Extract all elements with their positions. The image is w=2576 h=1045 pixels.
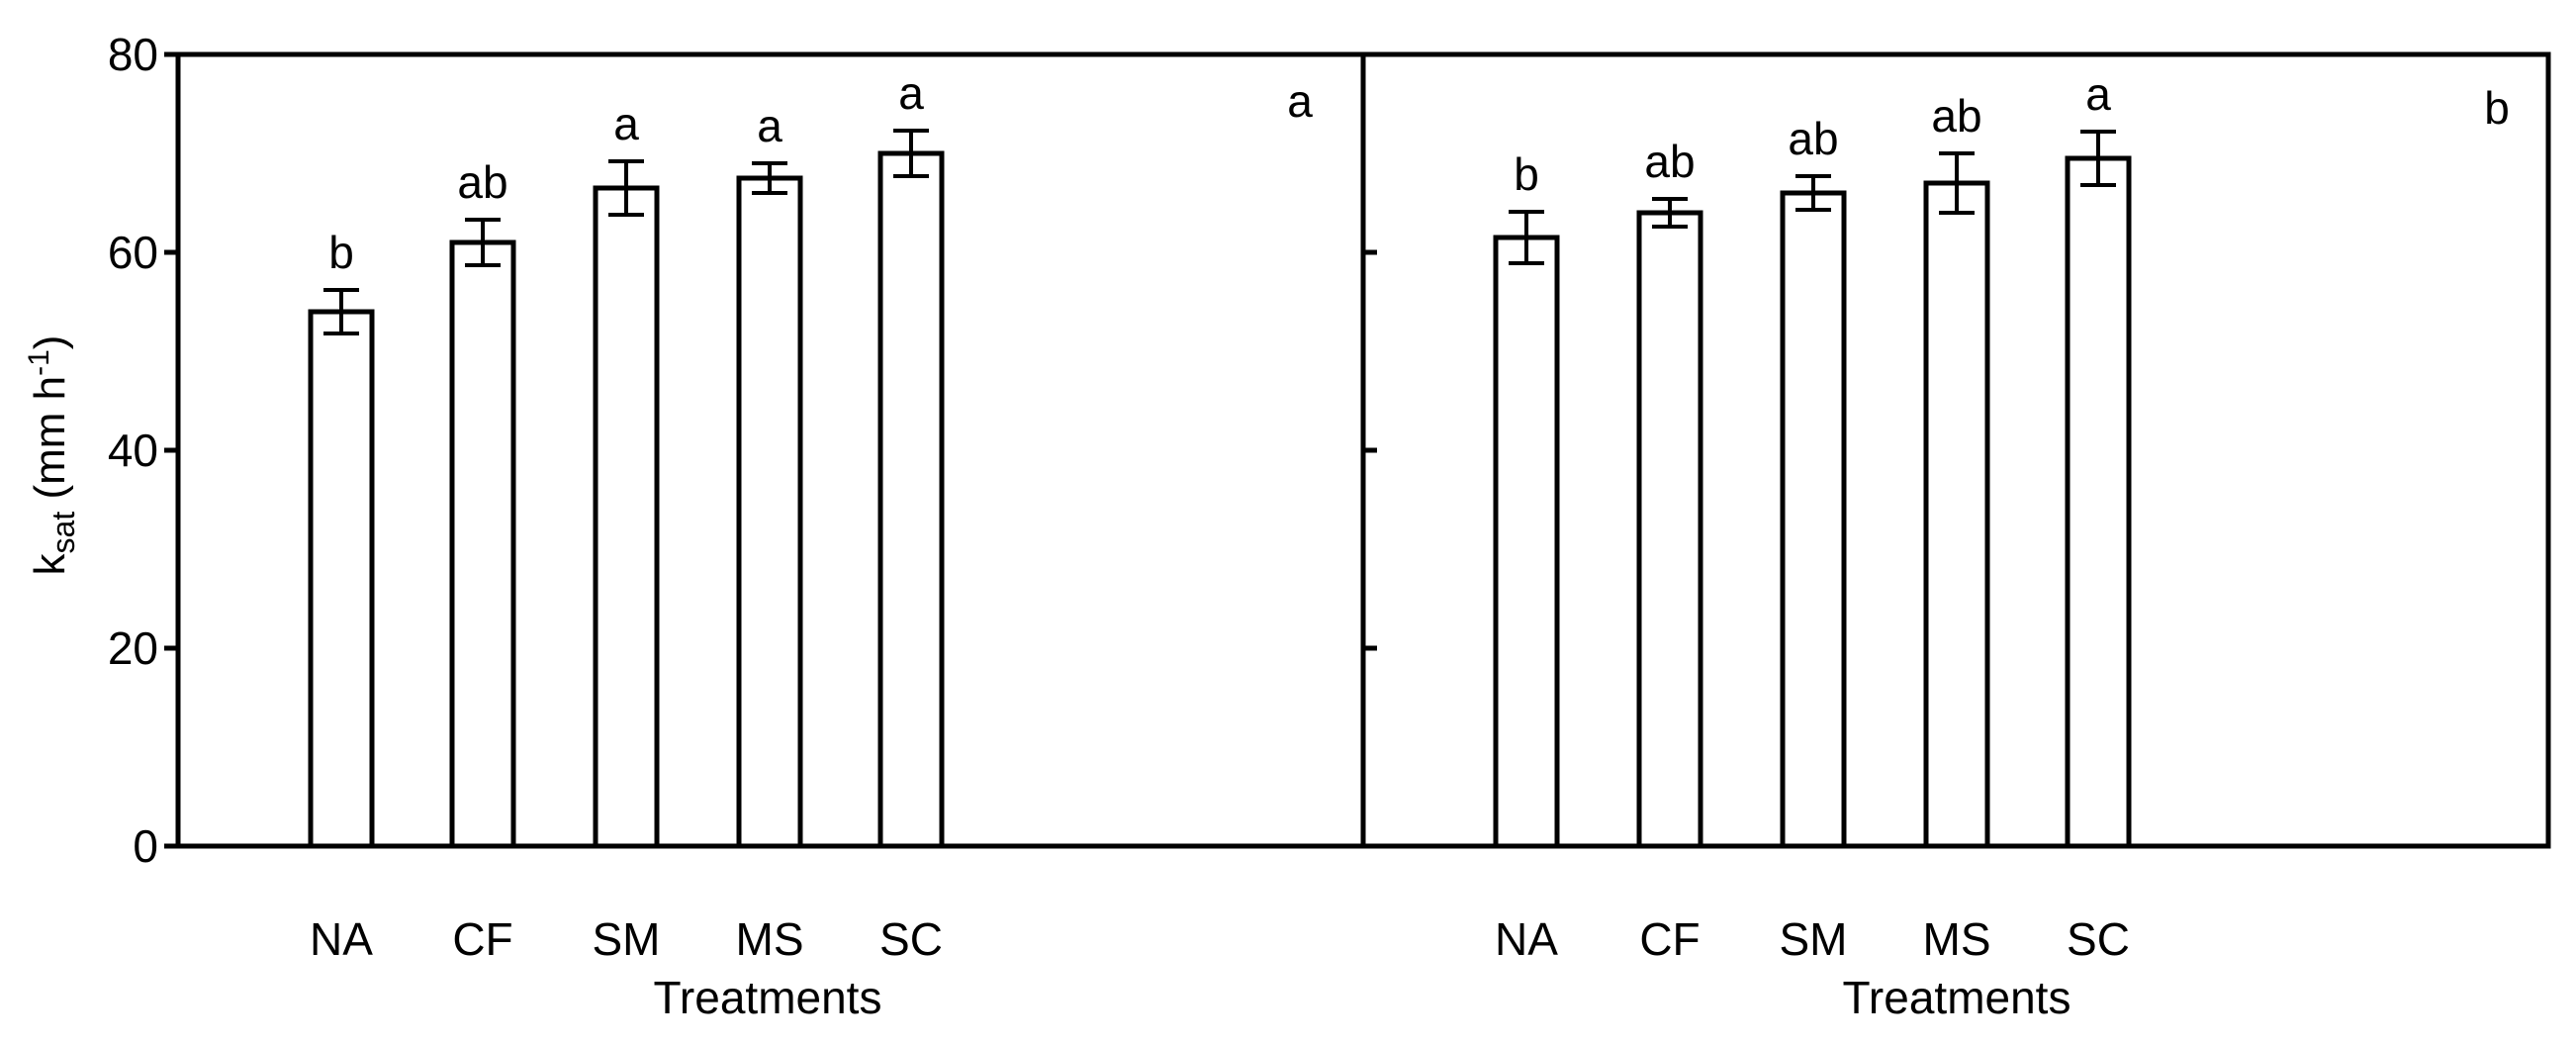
significance-letter: a: [2085, 68, 2111, 120]
x-tick-label: SM: [593, 913, 661, 965]
panel-right: b ab ab ab a NA CF SM MS SC b Treatments: [1360, 51, 2551, 1023]
x-tick-labels-right: NA CF SM MS SC: [1495, 913, 2130, 965]
bar: [1493, 235, 1560, 849]
bar: [1780, 190, 1847, 849]
bar: [449, 239, 516, 849]
significance-letter: b: [328, 227, 354, 278]
y-tick-label: 80: [108, 29, 158, 80]
significance-letter: a: [613, 98, 639, 149]
y-tick-label: 20: [108, 622, 158, 674]
x-tick-label: MS: [736, 913, 804, 965]
bar: [736, 175, 803, 849]
panel-left: 0 20 40 60 80 b ab a a a NA CF SM MS SC a Treatments: [108, 29, 1366, 1023]
significance-letter: ab: [1931, 90, 1981, 142]
y-axis-label-main: k: [26, 552, 74, 575]
significance-letter: ab: [1644, 136, 1695, 187]
panel-letter-a: a: [1287, 75, 1313, 127]
y-axis-label: ksat (mm h-1): [23, 335, 81, 576]
x-tick-label: SM: [1780, 913, 1848, 965]
y-axis-label-unit-sup: -1: [23, 349, 55, 376]
bar: [308, 309, 375, 849]
x-tick-label: SC: [879, 913, 943, 965]
bar: [2065, 155, 2132, 849]
bar: [877, 150, 945, 849]
y-axis-right: [1363, 51, 1377, 849]
x-tick-label: NA: [310, 913, 373, 965]
y-axis-label-unit-close: ): [26, 335, 74, 350]
x-tick-label: SC: [2067, 913, 2130, 965]
panel-letter-b: b: [2484, 82, 2510, 134]
significance-letter: a: [757, 100, 782, 151]
y-tick-label: 40: [108, 425, 158, 476]
significance-letter: ab: [457, 156, 507, 208]
x-axis-label-left: Treatments: [654, 972, 882, 1023]
bar-group-left: b ab a a a: [308, 67, 945, 849]
x-tick-label: CF: [452, 913, 512, 965]
y-tick-label: 0: [133, 820, 158, 872]
x-tick-label: CF: [1639, 913, 1700, 965]
y-tick-label: 60: [108, 227, 158, 278]
y-axis-label-sub: sat: [46, 512, 81, 554]
significance-letter: ab: [1788, 113, 1838, 164]
significance-letter: b: [1514, 148, 1539, 200]
bar-group-right: b ab ab ab a: [1493, 68, 2132, 849]
x-tick-label: MS: [1923, 913, 1991, 965]
bar: [1923, 180, 1990, 849]
y-axis-left: 0 20 40 60 80: [108, 29, 178, 872]
x-axis-label-right: Treatments: [1843, 972, 2071, 1023]
bar: [1636, 210, 1703, 849]
x-tick-label: NA: [1495, 913, 1558, 965]
x-tick-labels-left: NA CF SM MS SC: [310, 913, 943, 965]
bar: [593, 185, 660, 849]
y-axis-label-unit-open: (mm h: [26, 376, 74, 512]
significance-letter: a: [898, 67, 924, 119]
